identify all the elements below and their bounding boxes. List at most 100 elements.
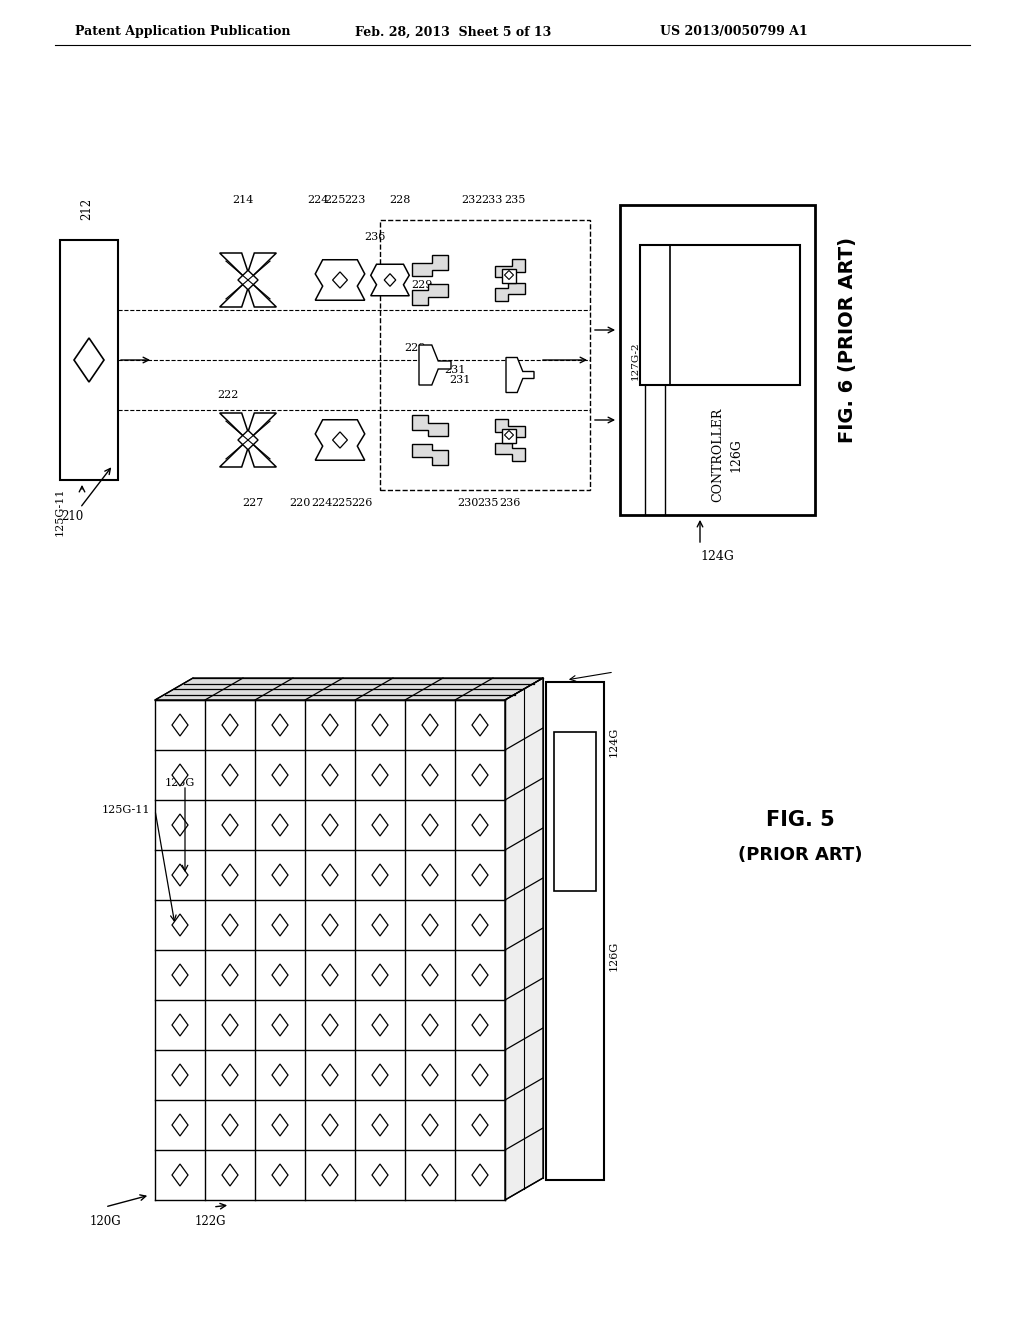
Polygon shape [495,259,525,277]
Polygon shape [412,284,449,305]
Polygon shape [472,814,488,836]
Polygon shape [472,764,488,785]
Polygon shape [172,1114,188,1137]
Polygon shape [172,1164,188,1185]
Polygon shape [238,271,258,289]
Text: 227: 227 [243,498,263,508]
Text: 230: 230 [458,498,478,508]
Bar [502,429,516,444]
Polygon shape [155,678,543,700]
Text: 229: 229 [404,343,426,352]
Polygon shape [422,913,438,936]
Bar [620,205,815,515]
Text: 122G: 122G [195,1214,226,1228]
Text: 232: 232 [462,195,482,205]
Polygon shape [495,444,525,461]
Polygon shape [220,413,276,467]
Polygon shape [322,913,338,936]
Polygon shape [222,1114,238,1137]
Text: 223: 223 [344,195,366,205]
Polygon shape [506,358,534,392]
Polygon shape [472,714,488,737]
Polygon shape [172,764,188,785]
Polygon shape [384,273,395,286]
Text: 127G-1: 127G-1 [650,342,659,380]
Polygon shape [222,1164,238,1185]
Polygon shape [422,1064,438,1086]
Polygon shape [322,1064,338,1086]
Text: 214: 214 [232,195,254,205]
Bar [380,220,590,490]
Polygon shape [495,420,525,437]
Polygon shape [372,1114,388,1137]
Polygon shape [272,764,288,785]
Text: 225: 225 [332,498,352,508]
Polygon shape [172,814,188,836]
Polygon shape [222,1014,238,1036]
Text: 235: 235 [504,195,525,205]
Polygon shape [422,964,438,986]
Bar [640,246,800,385]
Polygon shape [371,264,410,296]
Text: FIG. 5: FIG. 5 [766,810,835,830]
Polygon shape [372,764,388,785]
Polygon shape [422,814,438,836]
Polygon shape [322,964,338,986]
Bar [60,240,118,480]
Polygon shape [222,913,238,936]
Polygon shape [422,1114,438,1137]
Text: 210: 210 [60,510,83,523]
Text: 233: 233 [481,195,503,205]
Polygon shape [372,1164,388,1185]
Polygon shape [472,1114,488,1137]
Polygon shape [272,1164,288,1185]
Text: 127G-2: 127G-2 [631,342,640,380]
Bar [554,731,596,891]
Text: 225: 225 [325,195,346,205]
Polygon shape [222,814,238,836]
Text: 124G: 124G [700,550,734,564]
Polygon shape [172,913,188,936]
Text: (PRIOR ART): (PRIOR ART) [737,846,862,865]
Polygon shape [472,913,488,936]
Polygon shape [322,714,338,737]
Polygon shape [422,865,438,886]
Bar [502,269,516,282]
Polygon shape [222,764,238,785]
Polygon shape [272,913,288,936]
Text: 235: 235 [477,498,499,508]
Polygon shape [220,253,276,308]
Polygon shape [505,430,513,440]
Polygon shape [505,678,543,1200]
Polygon shape [372,1014,388,1036]
Polygon shape [315,420,365,461]
Polygon shape [172,1014,188,1036]
Polygon shape [333,272,347,288]
Polygon shape [222,865,238,886]
Text: FIG. 6 (PRIOR ART): FIG. 6 (PRIOR ART) [839,238,857,444]
Polygon shape [272,865,288,886]
Text: 236: 236 [365,232,386,242]
Text: 226: 226 [351,498,373,508]
Polygon shape [322,865,338,886]
Polygon shape [422,764,438,785]
Text: 224: 224 [307,195,329,205]
Polygon shape [412,255,449,276]
Text: 125G: 125G [165,777,196,788]
Polygon shape [372,814,388,836]
Polygon shape [315,260,365,300]
Text: 126G: 126G [609,941,618,972]
Polygon shape [172,964,188,986]
Polygon shape [472,865,488,886]
Bar [546,682,604,1180]
Text: 124G: 124G [609,726,618,756]
Polygon shape [172,865,188,886]
Text: US 2013/0050799 A1: US 2013/0050799 A1 [660,25,808,38]
Polygon shape [238,430,258,450]
Text: 120G: 120G [90,1214,122,1228]
Text: Feb. 28, 2013  Sheet 5 of 13: Feb. 28, 2013 Sheet 5 of 13 [355,25,551,38]
Polygon shape [422,714,438,737]
Polygon shape [222,1064,238,1086]
Polygon shape [272,1014,288,1036]
Text: 212: 212 [81,198,93,220]
